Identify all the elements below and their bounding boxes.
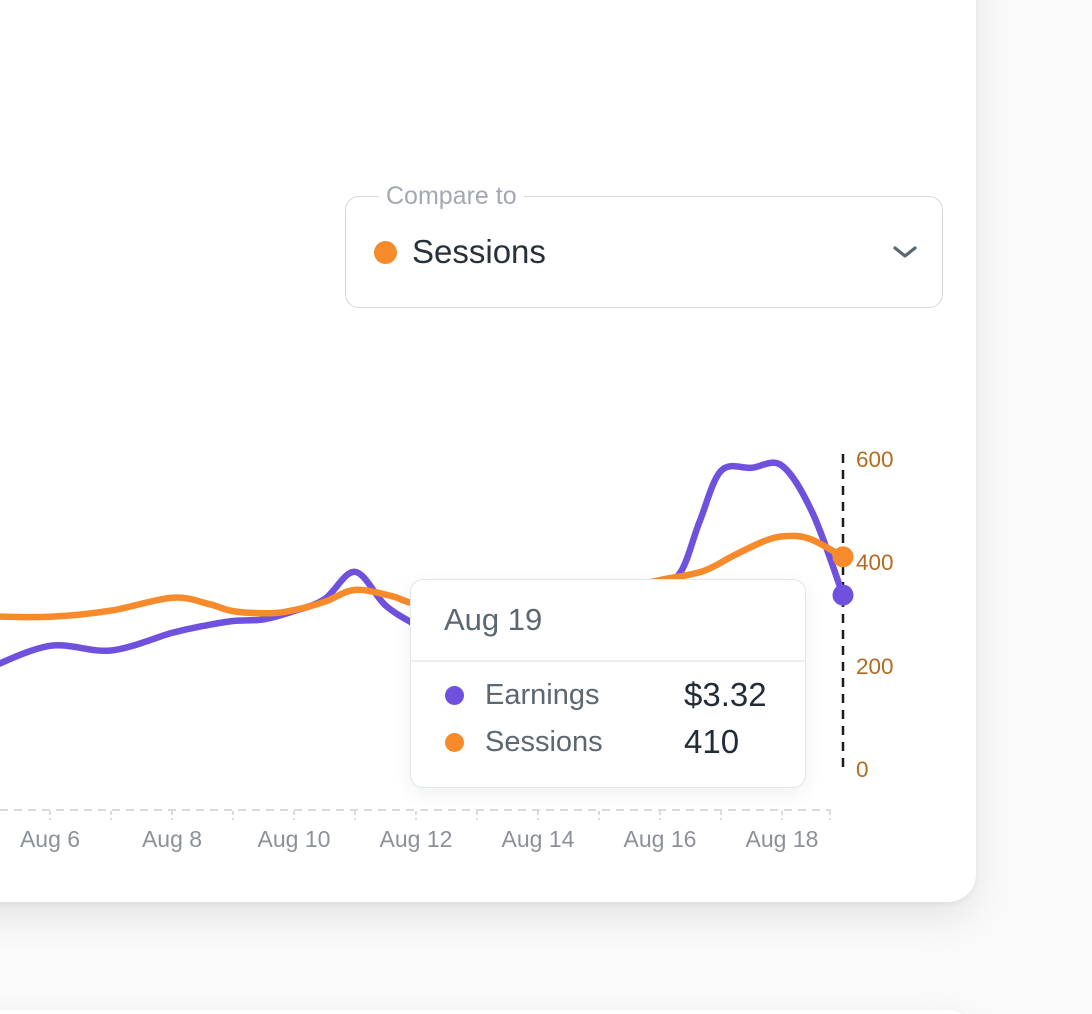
earnings-end-point: [832, 584, 854, 606]
x-axis-label: Aug 12: [379, 826, 453, 852]
tooltip-rows: Earnings $3.32 Sessions 410: [411, 662, 805, 766]
y-axis-right-label: 400: [856, 550, 894, 575]
x-axis-label: Aug 18: [745, 826, 819, 852]
tooltip-series-label: Sessions: [485, 725, 603, 758]
compare-to-select[interactable]: Compare to Sessions: [345, 181, 943, 308]
compare-to-selected-value: Sessions: [412, 233, 546, 270]
x-axis-label: Aug 10: [257, 826, 331, 852]
chart-tooltip: Aug 19 Earnings $3.32 Sessions 410: [410, 579, 806, 788]
y-axis-right-label: 0: [856, 757, 869, 782]
next-section-card: [0, 1010, 976, 1014]
sessions-dot-icon: [445, 732, 464, 752]
comparison-line-chart[interactable]: Aug 6 Aug 8 Aug 10 Aug 12 Aug 14 Aug 16 Aug 18…: [0, 430, 976, 860]
x-axis-label: Aug 6: [19, 826, 81, 852]
tooltip-row-earnings: Earnings $3.32: [445, 672, 805, 719]
tooltip-divider: [411, 660, 805, 662]
x-axis-label: Aug 14: [501, 826, 575, 852]
tooltip-date: Aug 19: [444, 602, 543, 637]
tooltip-series-value: 410: [684, 723, 740, 760]
tooltip-series-label: Earnings: [485, 678, 600, 711]
x-axis-label: Aug 8: [141, 826, 203, 852]
sessions-color-dot-icon: [374, 240, 397, 264]
earnings-chart-card: Compare to Sessions Aug 6 Aug 8 Aug 10 Aug …: [0, 181, 976, 860]
y-axis-right-label: 600: [856, 446, 894, 472]
y-axis-right-label: 200: [856, 653, 894, 679]
compare-to-field-label: Compare to: [379, 181, 524, 211]
chevron-down-icon: [893, 246, 917, 258]
tooltip-row-sessions: Sessions 410: [445, 719, 805, 766]
sessions-end-point: [832, 546, 854, 568]
earnings-dot-icon: [445, 685, 464, 705]
x-axis-label: Aug 16: [623, 826, 697, 852]
sessions-line: [0, 532, 847, 621]
tooltip-series-value: $3.32: [684, 676, 767, 713]
